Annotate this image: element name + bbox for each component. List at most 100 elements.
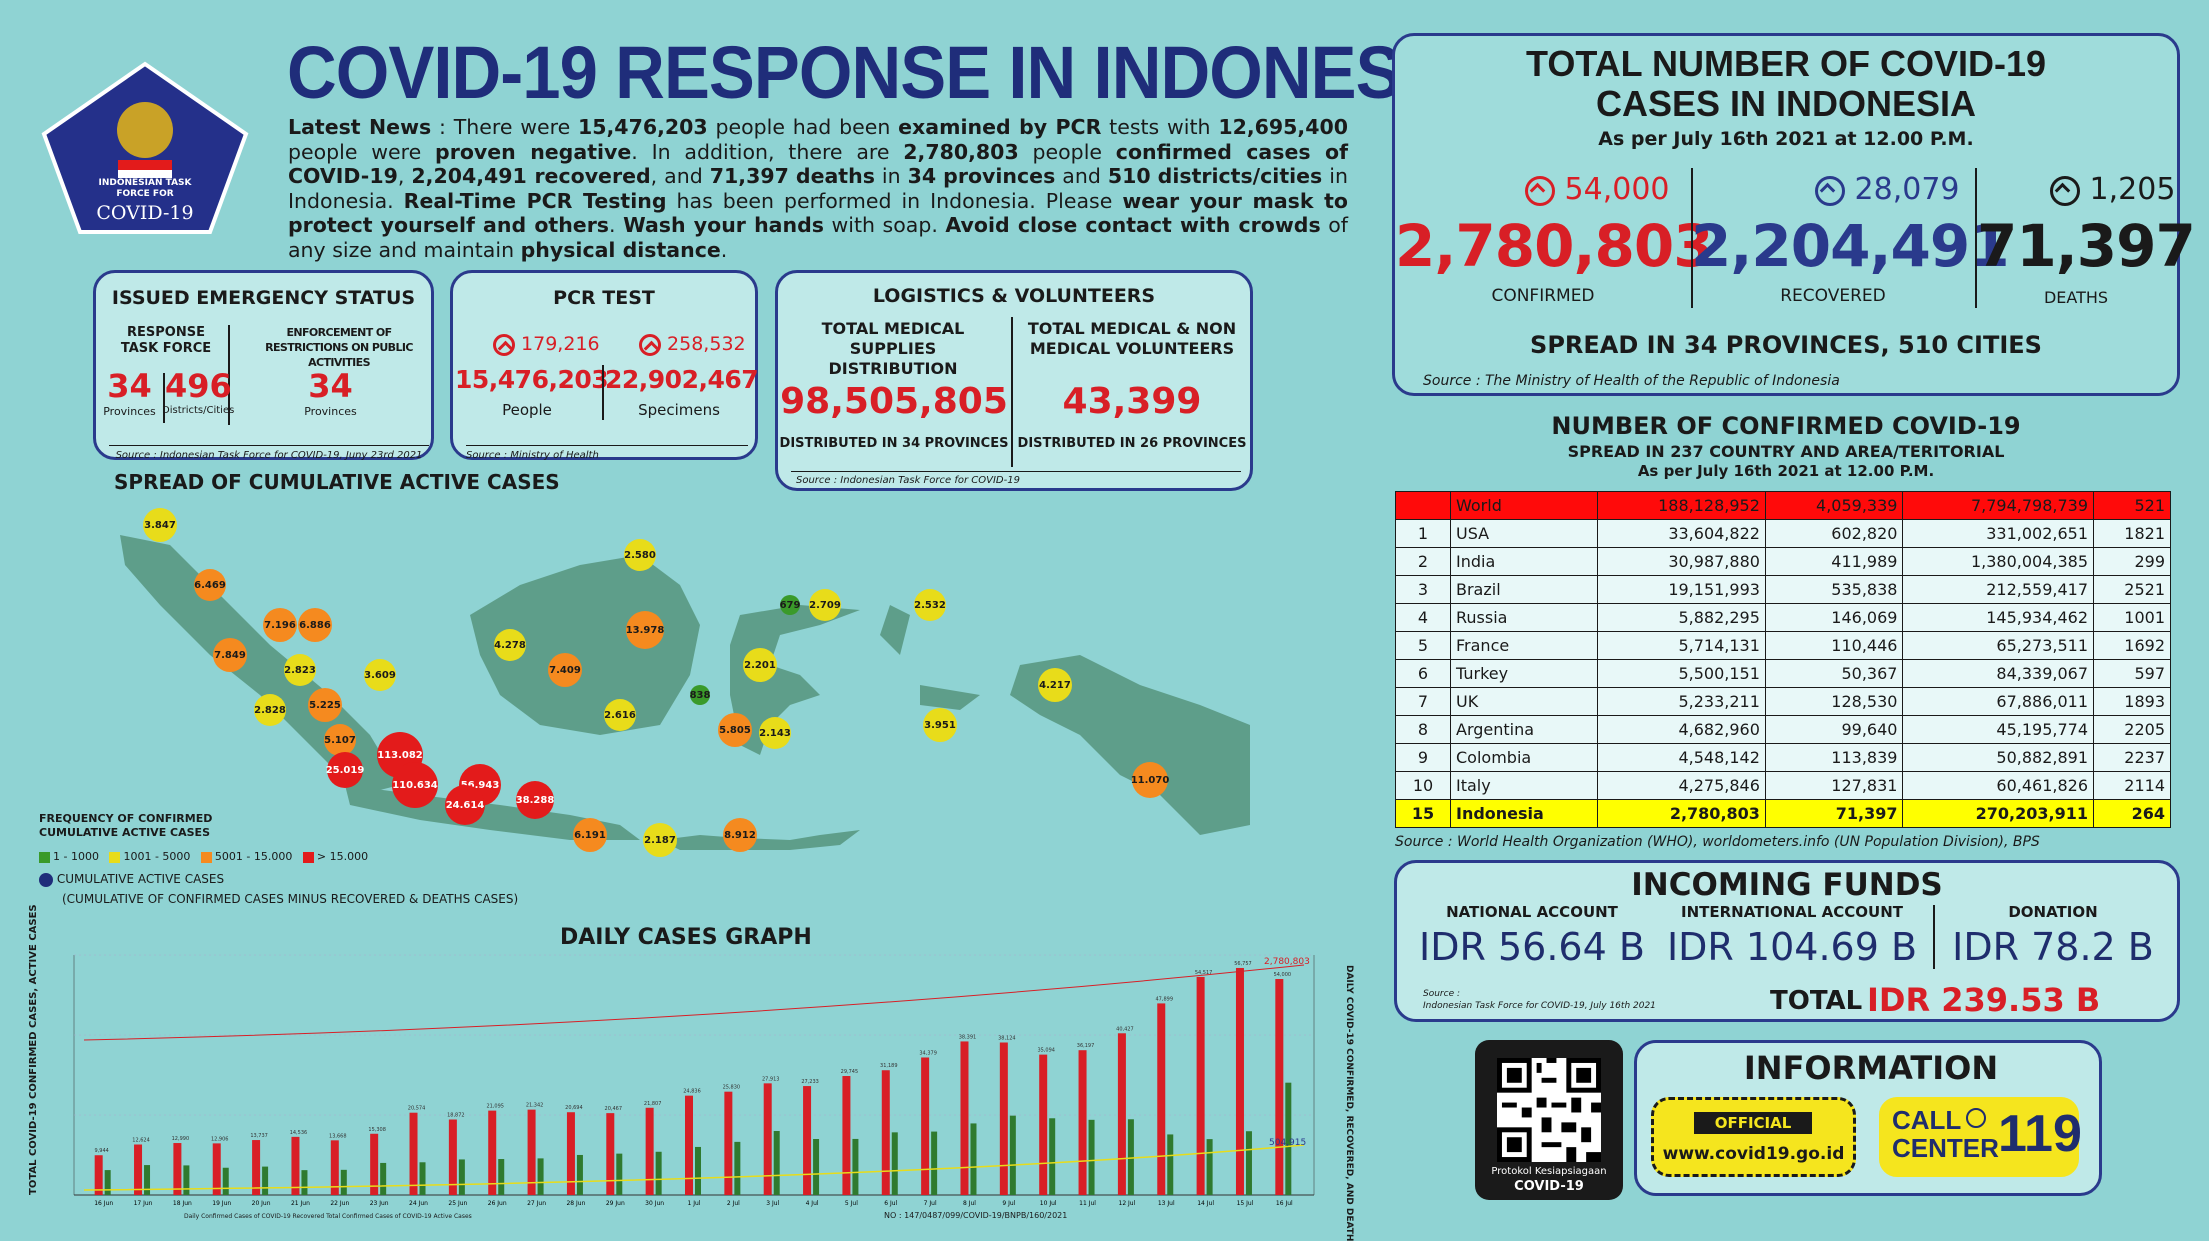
bar-recovered xyxy=(380,1162,387,1195)
latest-news: Latest News : There were 15,476,203 peop… xyxy=(288,115,1349,262)
logistics-source: Source : Indonesian Task Force for COVID… xyxy=(791,471,1241,486)
bar-daily-confirmed xyxy=(1157,1003,1166,1195)
recovered-label: RECOVERED xyxy=(1780,286,1886,306)
x-tick-label: 15 Jul xyxy=(1237,1200,1254,1207)
total-source: Source : The Ministry of Health of the R… xyxy=(1423,373,1840,389)
spread-text: SPREAD IN 34 PROVINCES, 510 CITIES xyxy=(1530,331,2042,359)
population-cell: 45,195,774 xyxy=(1902,715,2095,744)
bar-recovered xyxy=(301,1170,308,1195)
table-row: 5 France 5,714,131 110,446 65,273,511 1692 xyxy=(1395,631,2171,660)
x-tick-label: 23 Jun xyxy=(370,1200,389,1207)
bar-value-label: 38,391 xyxy=(959,1034,977,1040)
map-bubble: 24.614 xyxy=(445,785,485,825)
legend-orange-swatch xyxy=(200,851,212,863)
funds-v1: IDR 56.64 B xyxy=(1419,925,1645,969)
emergency-n1: 34 xyxy=(107,367,152,405)
logistics-panel: LOGISTICS & VOLUNTEERS TOTAL MEDICAL SUP… xyxy=(775,270,1253,491)
x-tick-label: 16 Jul xyxy=(1276,1200,1293,1207)
population-cell: 67,886,011 xyxy=(1902,687,2095,716)
x-tick-label: 29 Jun xyxy=(606,1200,625,1207)
country-cell: Russia xyxy=(1449,603,1599,632)
population-cell: 84,339,067 xyxy=(1902,659,2095,688)
emergency-n3-label: Provinces xyxy=(304,405,357,418)
bar-recovered xyxy=(144,1165,151,1195)
bar-daily-confirmed xyxy=(606,1113,615,1195)
map-bubble: 2.143 xyxy=(759,717,791,749)
map-bubble: 2.201 xyxy=(743,648,777,682)
table-row: 7 UK 5,233,211 128,530 67,886,011 1893 xyxy=(1395,687,2171,716)
bar-value-label: 20,467 xyxy=(605,1106,623,1112)
pcr-specimens-value: 22,902,467 xyxy=(605,365,759,394)
table-row: 8 Argentina 4,682,960 99,640 45,195,774 2205 xyxy=(1395,715,2171,744)
bar-recovered xyxy=(576,1154,583,1195)
emergency-n2-label: Districts/Cities xyxy=(162,405,235,416)
rec-increment: 28,079 xyxy=(1815,172,1960,207)
emergency-n3: 34 xyxy=(308,367,353,405)
rate-cell: 2521 xyxy=(2093,575,2171,604)
deaths-cell: 602,820 xyxy=(1764,519,1904,548)
world-subtitle: SPREAD IN 237 COUNTRY AND AREA/TERITORIA… xyxy=(1567,442,2005,461)
bar-daily-confirmed xyxy=(252,1140,261,1195)
population-cell: 1,380,004,385 xyxy=(1902,547,2095,576)
bar-recovered xyxy=(1088,1119,1095,1195)
map-bubble: 5.225 xyxy=(308,688,342,722)
map-bubble: 6.191 xyxy=(573,818,607,852)
bar-value-label: 40,427 xyxy=(1116,1026,1134,1032)
bar-recovered xyxy=(891,1132,898,1195)
legend-yellow-swatch xyxy=(109,851,121,863)
bar-value-label: 27,913 xyxy=(762,1076,780,1082)
x-tick-label: 3 Jul xyxy=(766,1200,779,1207)
x-tick-label: 19 Jun xyxy=(212,1200,231,1207)
funds-panel: INCOMING FUNDS NATIONAL ACCOUNT INTERNAT… xyxy=(1394,860,2180,1022)
table-row: 6 Turkey 5,500,151 50,367 84,339,067 597 xyxy=(1395,659,2171,688)
bar-daily-confirmed xyxy=(999,1042,1008,1195)
population-cell: 270,203,911 xyxy=(1902,799,2095,828)
map-bubble: 7.849 xyxy=(213,638,247,672)
deaths-cell: 71,397 xyxy=(1764,799,1904,828)
daily-cases-graph: 9,944 16 Jun 12,624 17 Jun 12,990 18 Jun 12,90… xyxy=(24,904,1364,1241)
qr-card[interactable]: Protokol Kesiapsiagaan COVID-19 xyxy=(1475,1040,1623,1200)
confirmed-cell: 33,604,822 xyxy=(1597,519,1766,548)
call-center-button[interactable]: CALL CENTER 119 xyxy=(1879,1097,2082,1177)
pcr-title: PCR TEST xyxy=(553,287,655,309)
legend-red-swatch xyxy=(302,851,314,863)
bar-recovered xyxy=(931,1131,938,1195)
bar-daily-confirmed xyxy=(803,1086,812,1195)
graph-last-total: 2,780,803 xyxy=(1264,957,1310,967)
rank-cell: 1 xyxy=(1395,519,1451,548)
page-title: COVID-19 RESPONSE IN INDONESIA xyxy=(287,31,1468,114)
table-row: 10 Italy 4,275,846 127,831 60,461,826 2114 xyxy=(1395,771,2171,800)
confirmed-cell: 5,500,151 xyxy=(1597,659,1766,688)
official-site-button[interactable]: OFFICIAL SITE www.covid19.go.id xyxy=(1651,1097,1856,1177)
bar-daily-confirmed xyxy=(960,1041,969,1195)
x-tick-label: 26 Jun xyxy=(488,1200,507,1207)
map-bubble: 2.187 xyxy=(643,823,677,857)
bar-value-label: 21,807 xyxy=(644,1101,662,1107)
rate-cell: 1893 xyxy=(2093,687,2171,716)
population-cell: 331,002,651 xyxy=(1902,519,2095,548)
map-bubble: 13.978 xyxy=(626,611,664,649)
rank-cell: 2 xyxy=(1395,547,1451,576)
emergency-n1-label: Provinces xyxy=(103,405,156,418)
x-tick-label: 20 Jun xyxy=(252,1200,271,1207)
rate-cell: 1821 xyxy=(2093,519,2171,548)
bar-daily-confirmed xyxy=(370,1133,379,1195)
rank-cell xyxy=(1395,491,1451,520)
deaths-cell: 110,446 xyxy=(1764,631,1904,660)
funds-l1: NATIONAL ACCOUNT xyxy=(1446,903,1618,921)
bar-recovered xyxy=(695,1146,701,1195)
bar-recovered xyxy=(1245,1131,1252,1195)
bar-value-label: 12,624 xyxy=(132,1138,150,1144)
map-bubble: 2.828 xyxy=(254,694,286,726)
pcr-up-icon-1 xyxy=(493,333,515,356)
x-tick-label: 24 Jun xyxy=(409,1200,428,1207)
pcr-people-value: 15,476,203 xyxy=(455,365,609,394)
graph-yright: DAILY COVID-19 CONFIRMED, RECOVERED, AND… xyxy=(1344,965,1354,1241)
bar-recovered xyxy=(734,1141,741,1195)
pcr-up-icon-2 xyxy=(639,333,661,356)
country-cell: France xyxy=(1449,631,1599,660)
map-bubble: 3.609 xyxy=(364,659,396,691)
bar-value-label: 20,694 xyxy=(565,1105,583,1111)
bar-recovered xyxy=(1206,1139,1213,1195)
bar-recovered xyxy=(1009,1115,1016,1195)
